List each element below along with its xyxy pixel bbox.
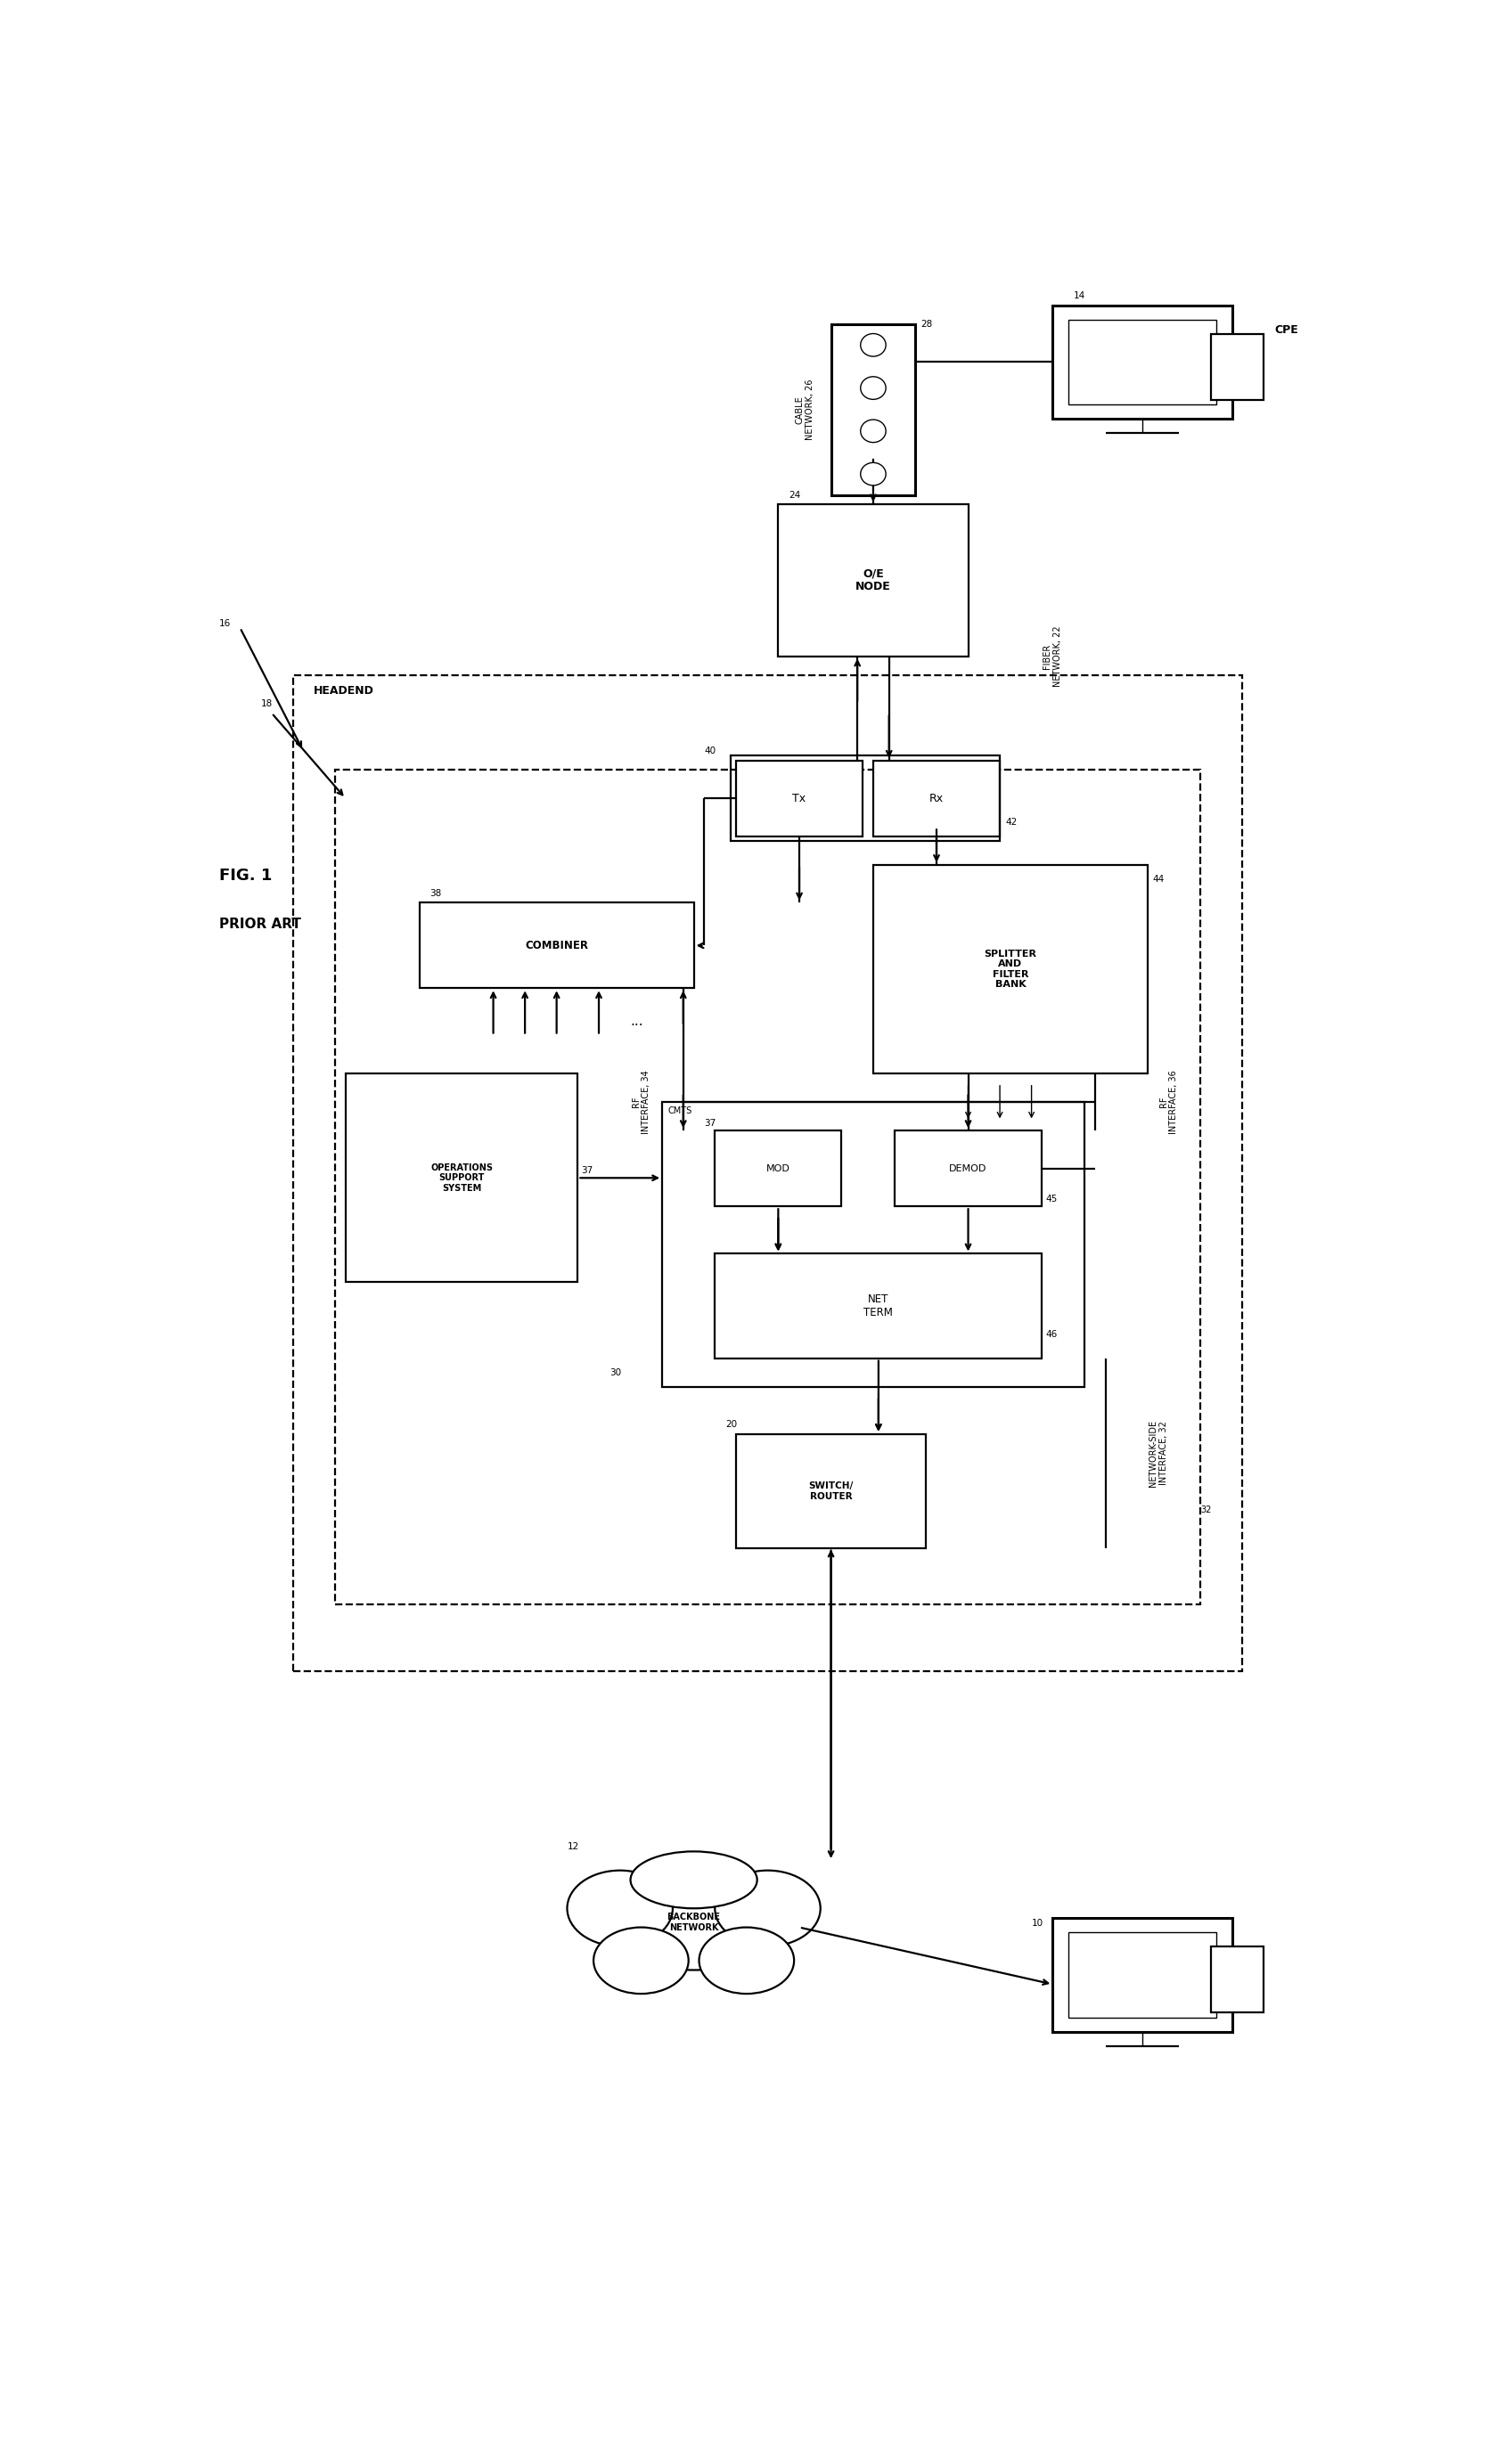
Ellipse shape — [609, 1885, 778, 1971]
Text: FIBER
NETWORK, 22: FIBER NETWORK, 22 — [1042, 626, 1061, 687]
Text: CPE: CPE — [1274, 325, 1298, 335]
Circle shape — [859, 333, 885, 357]
Text: FIG. 1: FIG. 1 — [219, 867, 271, 885]
Text: 45: 45 — [1045, 1195, 1057, 1202]
Text: 37: 37 — [581, 1165, 593, 1175]
Text: 28: 28 — [921, 320, 933, 328]
Text: 44: 44 — [1153, 875, 1165, 885]
Text: Rx: Rx — [928, 793, 943, 803]
Text: MOD: MOD — [766, 1163, 790, 1173]
Text: DEMOD: DEMOD — [949, 1163, 987, 1173]
Text: 40: 40 — [704, 747, 716, 756]
FancyBboxPatch shape — [894, 1131, 1042, 1207]
Text: ...: ... — [630, 1015, 644, 1027]
FancyBboxPatch shape — [873, 865, 1147, 1074]
Text: 20: 20 — [725, 1419, 737, 1429]
Text: NETWORK-SIDE
INTERFACE, 32: NETWORK-SIDE INTERFACE, 32 — [1148, 1419, 1168, 1486]
Text: OPERATIONS
SUPPORT
SYSTEM: OPERATIONS SUPPORT SYSTEM — [430, 1163, 493, 1193]
FancyBboxPatch shape — [735, 1434, 925, 1547]
Text: 30: 30 — [609, 1368, 621, 1377]
FancyBboxPatch shape — [1210, 333, 1263, 399]
Text: RF
INTERFACE, 34: RF INTERFACE, 34 — [632, 1069, 650, 1133]
Text: PRIOR ART: PRIOR ART — [219, 919, 301, 931]
Text: BACKBONE
NETWORK: BACKBONE NETWORK — [666, 1912, 720, 1932]
FancyBboxPatch shape — [831, 325, 915, 495]
FancyBboxPatch shape — [346, 1074, 578, 1281]
Text: 37: 37 — [704, 1119, 716, 1129]
Text: 12: 12 — [567, 1843, 579, 1850]
Text: O/E
NODE: O/E NODE — [855, 567, 891, 594]
Text: RF
INTERFACE, 36: RF INTERFACE, 36 — [1159, 1069, 1178, 1133]
Text: Tx: Tx — [792, 793, 805, 803]
Text: 16: 16 — [219, 618, 231, 628]
Text: COMBINER: COMBINER — [524, 939, 588, 951]
Text: 42: 42 — [1004, 818, 1016, 828]
FancyBboxPatch shape — [1067, 320, 1216, 404]
Text: 24: 24 — [789, 490, 799, 500]
FancyBboxPatch shape — [419, 902, 693, 988]
FancyBboxPatch shape — [778, 505, 967, 655]
Text: SPLITTER
AND
FILTER
BANK: SPLITTER AND FILTER BANK — [984, 949, 1036, 988]
Text: 10: 10 — [1031, 1919, 1042, 1927]
FancyBboxPatch shape — [1067, 1932, 1216, 2018]
Text: CABLE
NETWORK, 26: CABLE NETWORK, 26 — [795, 379, 814, 441]
Circle shape — [859, 419, 885, 444]
Text: 46: 46 — [1045, 1331, 1057, 1340]
Circle shape — [859, 377, 885, 399]
Text: 14: 14 — [1073, 291, 1085, 301]
Ellipse shape — [593, 1927, 689, 1993]
FancyBboxPatch shape — [714, 1131, 841, 1207]
Ellipse shape — [567, 1870, 672, 1947]
Text: SWITCH/
ROUTER: SWITCH/ ROUTER — [808, 1481, 853, 1501]
Text: CMTS: CMTS — [668, 1106, 692, 1116]
Ellipse shape — [714, 1870, 820, 1947]
FancyBboxPatch shape — [873, 761, 1000, 835]
Ellipse shape — [699, 1927, 793, 1993]
Text: 18: 18 — [260, 700, 272, 707]
FancyBboxPatch shape — [735, 761, 862, 835]
Text: HEADEND: HEADEND — [314, 685, 374, 697]
FancyBboxPatch shape — [714, 1254, 1042, 1358]
Circle shape — [859, 463, 885, 485]
FancyBboxPatch shape — [1052, 1917, 1231, 2033]
Text: 38: 38 — [430, 890, 442, 897]
Text: 32: 32 — [1199, 1506, 1211, 1515]
Text: NET
TERM: NET TERM — [864, 1294, 892, 1318]
FancyBboxPatch shape — [1210, 1947, 1263, 2013]
FancyBboxPatch shape — [1052, 306, 1231, 419]
Ellipse shape — [630, 1850, 756, 1907]
